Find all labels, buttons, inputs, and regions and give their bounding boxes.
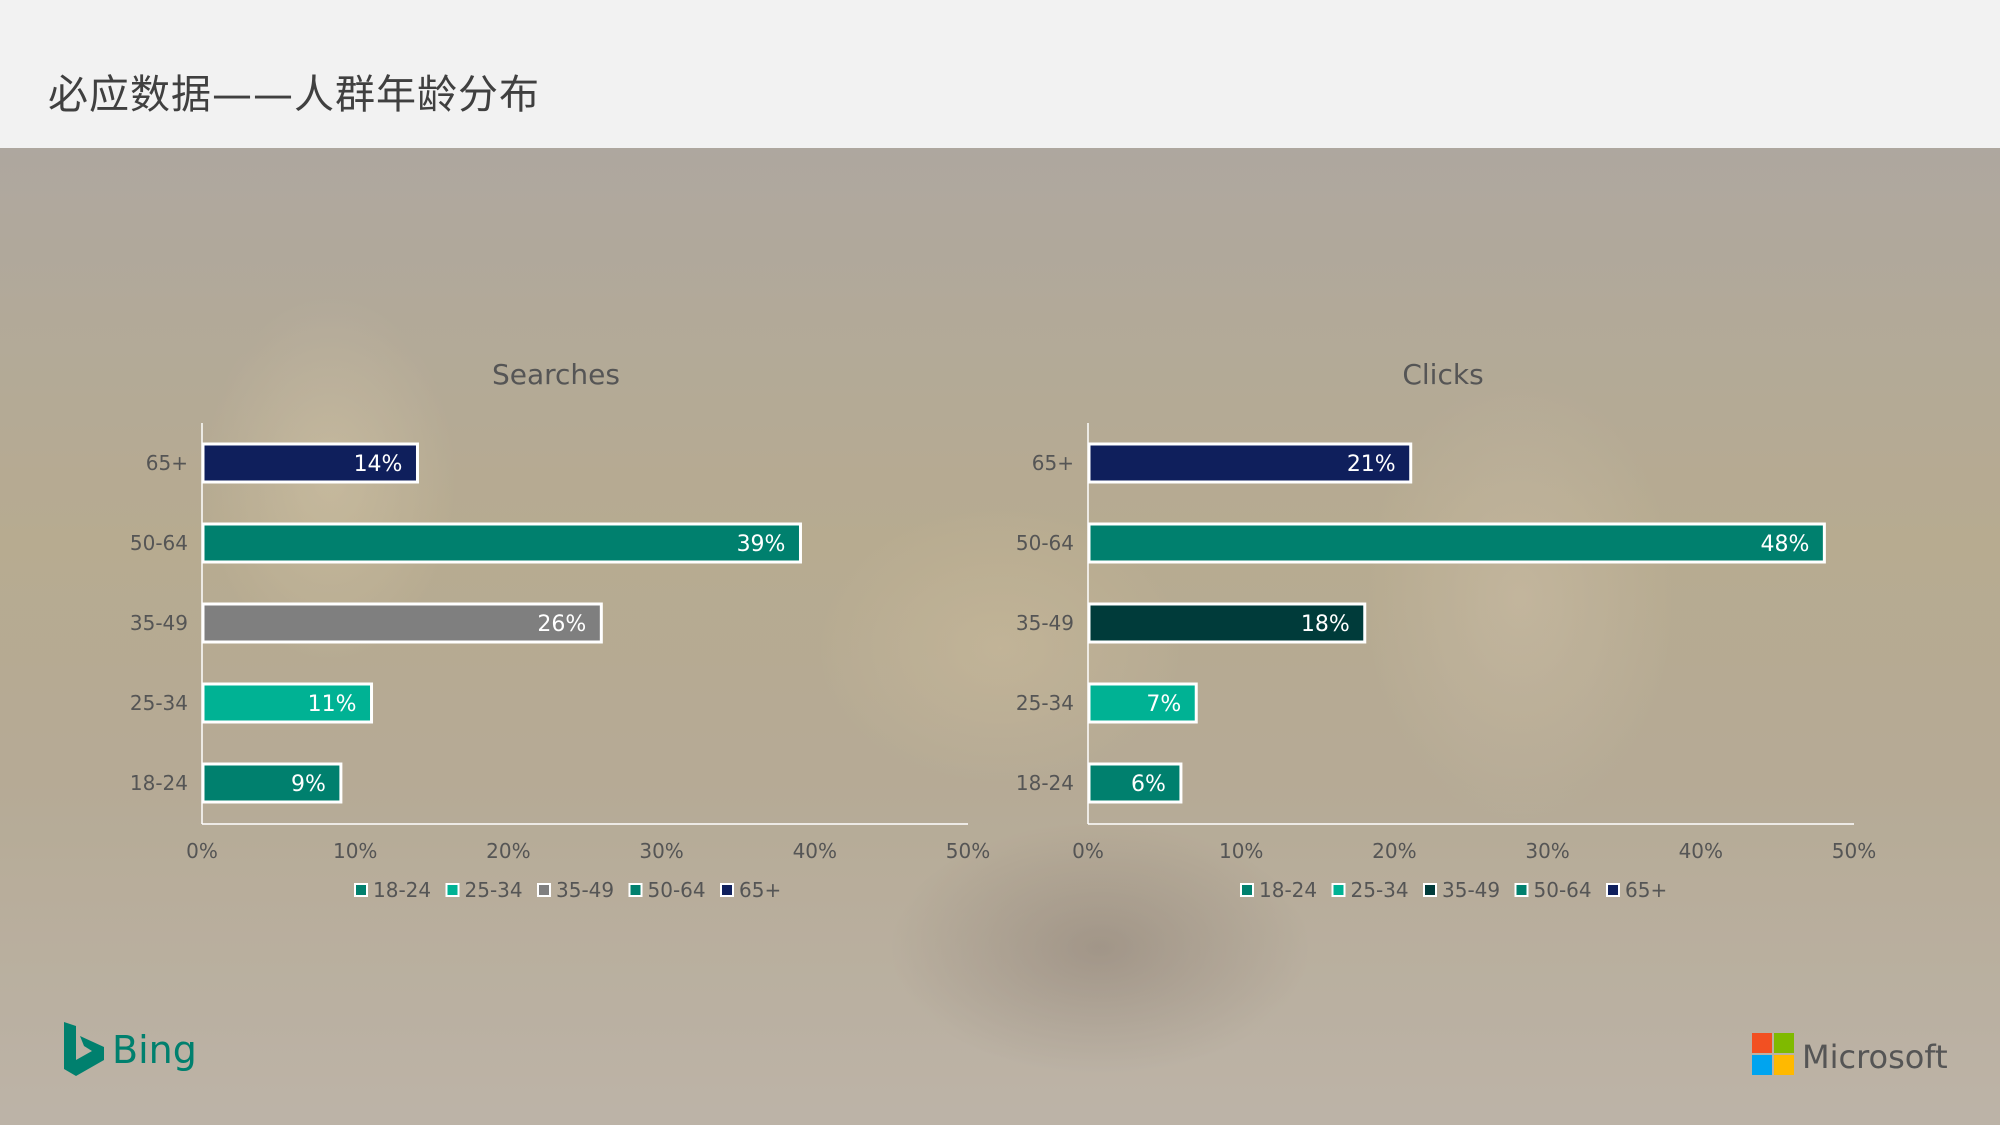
legend-label: 25-34 — [465, 878, 523, 902]
legend-label: 65+ — [739, 878, 781, 902]
legend-label: 35-49 — [1442, 878, 1500, 902]
legend-swatch — [628, 883, 643, 897]
bar-50-64 — [201, 522, 802, 564]
x-tick-label: 30% — [1525, 839, 1569, 863]
charts-area: Searches 0% 10% 20% 30% 40% 50% 9% 18-24 11% 25-34… — [130, 358, 1876, 902]
chart-title: Searches — [492, 358, 620, 391]
x-tick-label: 10% — [333, 839, 377, 863]
data-label: 21% — [1347, 452, 1396, 477]
legend-swatch — [537, 883, 551, 897]
bar-18-24 — [201, 762, 343, 804]
ms-square-blue — [1752, 1055, 1772, 1075]
bar-25-34 — [1087, 682, 1198, 724]
data-label: 7% — [1146, 692, 1181, 717]
bar-50-64 — [1087, 522, 1826, 564]
category-label: 25-34 — [1016, 691, 1074, 715]
header-bar: 必应数据——人群年龄分布 — [0, 0, 2000, 148]
legend-swatch — [1606, 883, 1620, 897]
legend-label: 50-64 — [1534, 878, 1592, 902]
bing-icon — [64, 1022, 104, 1076]
microsoft-wordmark: Microsoft — [1802, 1038, 1948, 1076]
category-label: 35-49 — [1016, 611, 1074, 635]
legend-label: 35-49 — [556, 878, 614, 902]
x-tick-label: 20% — [486, 839, 530, 863]
bing-logo: Bing — [64, 1022, 197, 1076]
legend-swatch — [720, 883, 734, 897]
x-tick-label: 50% — [946, 839, 990, 863]
x-tick-label: 20% — [1372, 839, 1416, 863]
x-tick-label: 50% — [1832, 839, 1876, 863]
bar-65+ — [201, 442, 419, 484]
category-label: 65+ — [1032, 451, 1074, 475]
microsoft-logo: Microsoft — [1752, 1033, 1948, 1076]
bar-18-24 — [1087, 762, 1183, 804]
x-tick-label: 30% — [639, 839, 683, 863]
background-photo — [0, 148, 2000, 1125]
bar-25-34 — [201, 682, 374, 724]
bing-wordmark: Bing — [112, 1028, 197, 1072]
x-tick-label: 40% — [793, 839, 837, 863]
bar-65+ — [1087, 442, 1413, 484]
data-label: 11% — [308, 692, 357, 717]
ms-square-green — [1774, 1033, 1794, 1053]
x-tick-label: 0% — [1072, 839, 1104, 863]
data-label: 6% — [1131, 772, 1166, 797]
data-label: 26% — [537, 612, 586, 637]
x-tick-label: 40% — [1679, 839, 1723, 863]
category-label: 50-64 — [1016, 531, 1074, 555]
legend-label: 18-24 — [373, 878, 431, 902]
data-label: 14% — [354, 452, 403, 477]
legend-swatch — [1423, 883, 1437, 897]
x-tick-label: 0% — [186, 839, 218, 863]
legend-swatch — [1514, 883, 1529, 897]
page-title: 必应数据——人群年龄分布 — [48, 72, 540, 118]
chart-searches: Searches 0% 10% 20% 30% 40% 50% 9% 18-24 11% 25-34… — [130, 358, 990, 902]
category-label: 65+ — [146, 451, 188, 475]
legend-label: 65+ — [1625, 878, 1667, 902]
chart-clicks: Clicks 0% 10% 20% 30% 40% 50% 6% 18-24 7% 25-34 18%… — [1016, 358, 1876, 902]
legend-swatch — [1331, 883, 1346, 897]
ms-square-yellow — [1774, 1055, 1794, 1075]
legend-swatch — [445, 883, 460, 897]
data-label: 18% — [1301, 612, 1350, 637]
legend-swatch — [1240, 883, 1254, 897]
data-label: 9% — [291, 772, 326, 797]
legend-label: 50-64 — [648, 878, 706, 902]
legend-label: 25-34 — [1351, 878, 1409, 902]
chart-title: Clicks — [1402, 358, 1483, 391]
legend-label: 18-24 — [1259, 878, 1317, 902]
category-label: 18-24 — [130, 771, 188, 795]
category-label: 35-49 — [130, 611, 188, 635]
legend-swatch — [354, 883, 368, 897]
category-label: 18-24 — [1016, 771, 1074, 795]
data-label: 39% — [737, 532, 786, 557]
x-tick-label: 10% — [1219, 839, 1263, 863]
category-label: 50-64 — [130, 531, 188, 555]
category-label: 25-34 — [130, 691, 188, 715]
ms-square-red — [1752, 1033, 1772, 1053]
bar-35-49 — [1087, 602, 1367, 644]
bar-35-49 — [201, 602, 603, 644]
data-label: 48% — [1760, 532, 1809, 557]
